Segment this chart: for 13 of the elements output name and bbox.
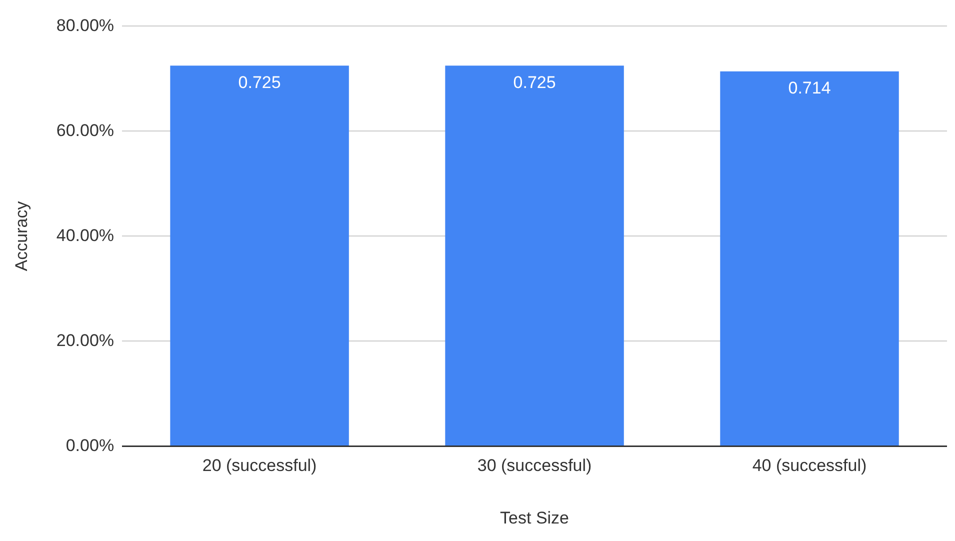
y-axis-title: Accuracy [12, 200, 31, 272]
x-axis-title: Test Size [500, 508, 570, 528]
x-tick-label: 30 (successful) [477, 456, 592, 476]
data-label: 0.725 [513, 72, 556, 92]
x-tick-label: 20 (successful) [202, 456, 317, 476]
data-label: 0.714 [788, 78, 831, 98]
data-label: 0.725 [238, 72, 281, 92]
x-tick-label: 40 (successful) [752, 456, 867, 476]
y-tick-label: 0.00% [66, 436, 114, 455]
y-tick-label: 20.00% [56, 330, 114, 350]
y-tick-label: 80.00% [56, 16, 114, 35]
y-tick-label: 40.00% [56, 226, 114, 245]
y-tick-label: 60.00% [56, 120, 114, 140]
